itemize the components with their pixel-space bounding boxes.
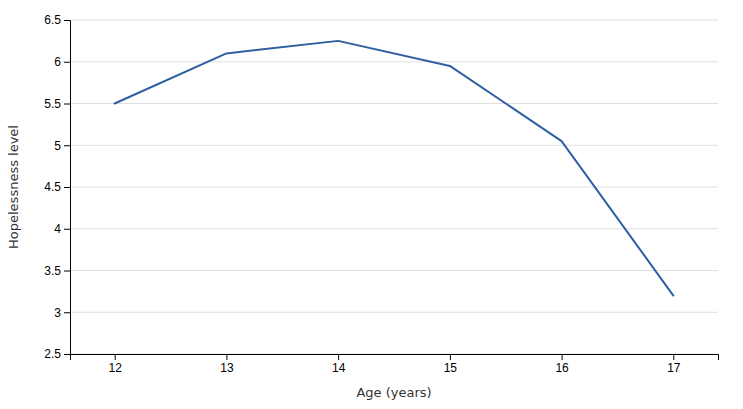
tick-label: 5.5 <box>44 97 61 111</box>
tick-label: 5 <box>54 139 61 153</box>
grid-line <box>70 103 718 104</box>
tick-label: 13 <box>220 361 234 375</box>
tick-label: 12 <box>109 361 123 375</box>
tick-mark <box>64 187 70 188</box>
tick-mark <box>64 104 70 105</box>
tick-label: 15 <box>444 361 458 375</box>
tick-label: 6 <box>54 55 61 69</box>
tick-mark <box>673 354 674 360</box>
plot-area: 12 13 14 15 16 17 2.5 3 3.5 4 4.5 5 5.5 6 6.5 <box>44 13 718 374</box>
tick: 13 <box>220 354 234 375</box>
tick-mark <box>562 354 563 360</box>
tick: 4.5 <box>44 180 70 194</box>
tick-label: 3 <box>54 306 61 320</box>
tick: 3 <box>54 306 70 320</box>
tick-label: 2.5 <box>44 347 61 361</box>
tick: 3.5 <box>44 264 70 278</box>
axis-line <box>71 355 719 361</box>
tick: 17 <box>667 354 681 375</box>
axis-line <box>64 21 71 355</box>
tick-label: 4.5 <box>44 180 61 194</box>
tick: 2.5 <box>44 347 70 361</box>
tick: 6.5 <box>44 13 70 27</box>
chart: 12 13 14 15 16 17 2.5 3 3.5 4 4.5 5 5.5 6 6.5 Age (year… <box>0 0 743 409</box>
tick: 12 <box>109 354 123 375</box>
tick-mark <box>450 354 451 360</box>
tick-label: 14 <box>332 361 346 375</box>
grid <box>70 20 718 354</box>
tick: 16 <box>555 354 569 375</box>
grid-line <box>70 270 718 271</box>
tick-label: 6.5 <box>44 13 61 27</box>
tick: 5.5 <box>44 97 70 111</box>
tick-mark <box>64 312 70 313</box>
tick: 6 <box>54 55 70 69</box>
tick-label: 3.5 <box>44 264 61 278</box>
grid-line <box>70 20 718 21</box>
tick-mark <box>226 354 227 360</box>
tick: 15 <box>444 354 458 375</box>
tick-mark <box>64 354 70 355</box>
x-axis: 12 13 14 15 16 17 <box>71 354 719 375</box>
tick-mark <box>64 229 70 230</box>
tick: 14 <box>332 354 346 375</box>
grid-line <box>70 145 718 146</box>
tick-label: 17 <box>667 361 681 375</box>
tick: 5 <box>54 139 70 153</box>
tick-mark <box>338 354 339 360</box>
grid-line <box>70 187 718 188</box>
y-axis: 2.5 3 3.5 4 4.5 5 5.5 6 6.5 <box>44 13 70 361</box>
marks <box>115 41 674 296</box>
tick: 4 <box>54 222 70 236</box>
grid-line <box>70 228 718 229</box>
y-axis-title: Hopelessness level <box>6 125 21 249</box>
tick-mark <box>64 20 70 21</box>
tick-mark <box>64 271 70 272</box>
tick-mark <box>64 62 70 63</box>
tick-mark <box>115 354 116 360</box>
tick-label: 4 <box>54 222 61 236</box>
tick-label: 16 <box>555 361 569 375</box>
grid-line <box>70 61 718 62</box>
x-axis-title: Age (years) <box>356 385 431 400</box>
line <box>115 41 674 296</box>
tick-mark <box>64 145 70 146</box>
grid-line <box>70 312 718 313</box>
